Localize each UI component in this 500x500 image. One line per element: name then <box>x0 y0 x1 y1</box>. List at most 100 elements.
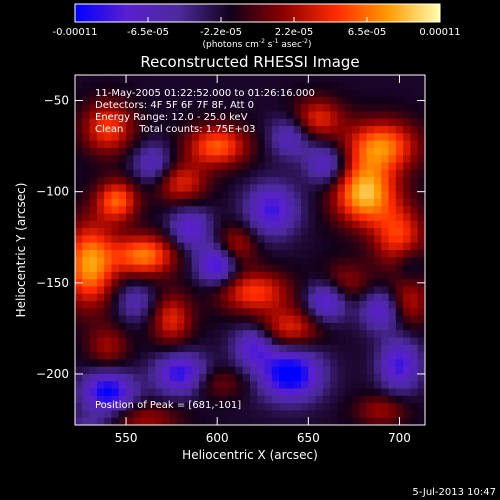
heatmap-cell <box>96 242 105 251</box>
heatmap-cell <box>279 89 288 98</box>
heatmap-cell <box>155 250 164 258</box>
heatmap-cell <box>126 359 134 368</box>
heatmap-cell <box>250 118 258 127</box>
heatmap-cell <box>322 264 331 273</box>
heatmap-cell <box>373 82 382 91</box>
heatmap-cell <box>344 286 353 295</box>
heatmap-cell <box>330 417 339 425</box>
heatmap-cell <box>206 184 215 193</box>
heatmap-cell <box>286 228 295 237</box>
heatmap-cell <box>264 395 273 404</box>
heatmap-cell <box>330 279 339 288</box>
heatmap-cell <box>147 344 156 353</box>
heatmap-cell <box>140 220 149 229</box>
heatmap-cell <box>366 366 375 375</box>
heatmap-cell <box>344 301 353 309</box>
heatmap-cell <box>410 82 419 91</box>
heatmap-cell <box>301 191 309 200</box>
heatmap-cell <box>293 184 302 193</box>
heatmap-cell <box>220 177 229 185</box>
heatmap-cell <box>279 184 288 193</box>
heatmap-cell <box>315 133 324 142</box>
heatmap-cell <box>133 293 142 302</box>
heatmap-cell <box>206 257 215 266</box>
heatmap-cell <box>104 147 113 156</box>
heatmap-cell <box>301 133 309 142</box>
heatmap-cell <box>330 373 339 382</box>
heatmap-cell <box>250 75 258 83</box>
heatmap-cell <box>279 264 288 273</box>
heatmap-cell <box>184 330 193 339</box>
heatmap-cell <box>366 279 375 288</box>
heatmap-cell <box>257 169 266 178</box>
heatmap-cell <box>337 89 346 98</box>
heatmap-cell <box>177 140 185 149</box>
heatmap-cell <box>264 169 273 178</box>
annotation-peak-position: Position of Peak = [681,-101] <box>95 400 241 411</box>
heatmap-cell <box>206 75 215 83</box>
heatmap-cell <box>191 111 200 120</box>
heatmap-cell <box>330 322 339 331</box>
heatmap-cell <box>257 220 266 229</box>
heatmap-cell <box>177 359 185 368</box>
heatmap-cell <box>410 293 419 302</box>
heatmap-cell <box>155 322 164 331</box>
heatmap-cell <box>147 220 156 229</box>
heatmap-cell <box>89 388 98 397</box>
heatmap-cell <box>417 133 425 142</box>
heatmap-cell <box>140 352 149 360</box>
heatmap-cell <box>388 366 397 375</box>
heatmap-cell <box>308 381 317 390</box>
heatmap-cell <box>403 271 412 280</box>
heatmap-cell <box>410 213 419 222</box>
heatmap-cell <box>169 220 178 229</box>
heatmap-cell <box>206 155 215 164</box>
heatmap-cell <box>293 162 302 171</box>
heatmap-cell <box>213 213 222 222</box>
heatmap-cell <box>111 410 120 419</box>
heatmap-cell <box>381 286 390 295</box>
heatmap-cell <box>213 155 222 164</box>
heatmap-cell <box>257 359 266 368</box>
heatmap-cell <box>228 366 237 375</box>
heatmap-cell <box>191 198 200 207</box>
heatmap-cell <box>293 75 302 83</box>
heatmap-cell <box>366 344 375 353</box>
heatmap-cell <box>293 198 302 207</box>
heatmap-cell <box>228 403 237 412</box>
heatmap-cell <box>373 75 382 83</box>
heatmap-cell <box>82 366 91 375</box>
heatmap-cell <box>381 177 390 185</box>
heatmap-cell <box>410 118 419 127</box>
heatmap-cell <box>403 228 412 237</box>
heatmap-cell <box>104 133 113 142</box>
heatmap-cell <box>286 126 295 134</box>
heatmap-cell <box>381 264 390 273</box>
heatmap-cell <box>147 177 156 185</box>
heatmap-cell <box>169 235 178 244</box>
heatmap-cell <box>279 279 288 288</box>
heatmap-cell <box>264 220 273 229</box>
heatmap-cell <box>75 395 83 404</box>
heatmap-cell <box>184 366 193 375</box>
heatmap-cell <box>228 96 237 105</box>
heatmap-cell <box>410 271 419 280</box>
heatmap-cell <box>315 75 324 83</box>
heatmap-cell <box>169 177 178 185</box>
heatmap-cell <box>220 75 229 83</box>
heatmap-cell <box>293 373 302 382</box>
heatmap-cell <box>352 89 360 98</box>
heatmap-cell <box>403 235 412 244</box>
heatmap-cell <box>111 308 120 317</box>
heatmap-cell <box>75 242 83 251</box>
annotation-detectors: Detectors: 4F 5F 6F 7F 8F, Att 0 <box>95 100 254 111</box>
heatmap-cell <box>337 213 346 222</box>
heatmap-cell <box>322 293 331 302</box>
heatmap-cell <box>395 242 404 251</box>
heatmap-cell <box>191 352 200 360</box>
heatmap-cell <box>322 330 331 339</box>
heatmap-cell <box>352 337 360 346</box>
heatmap-cell <box>293 410 302 419</box>
heatmap-cell <box>395 403 404 412</box>
heatmap-cell <box>104 198 113 207</box>
